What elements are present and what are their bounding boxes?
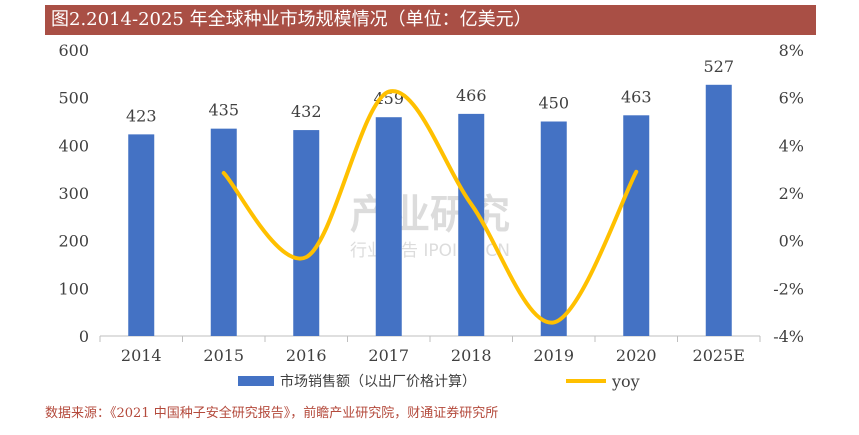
y-right-tick-label: 6% (779, 89, 804, 108)
y-right-tick-label: 0% (779, 232, 804, 251)
yoy-line (221, 89, 639, 325)
yoy-line-series (221, 89, 639, 325)
bar-value-label: 459 (373, 89, 404, 108)
chart-title: 图2.2014-2025 年全球种业市场规模情况（单位：亿美元） (51, 9, 532, 30)
legend: 市场销售额（以出厂价格计算） yoy (238, 372, 640, 391)
x-tick-label: 2017 (368, 346, 409, 365)
y-left-tick-label: 200 (58, 232, 89, 251)
x-tick-label: 2025E (693, 346, 745, 365)
bar-value-labels: 423 435 432 459 466 450 463 527 (126, 57, 734, 126)
bar-value-label: 463 (621, 87, 652, 106)
y-left-tick-label: 500 (58, 89, 89, 108)
y-right-tick-label: 4% (779, 136, 804, 155)
y-left-tick-label: 100 (58, 279, 89, 298)
y-left-tick-label: 600 (58, 41, 89, 60)
legend-line-label: yoy (611, 372, 640, 391)
source-note: 数据来源：《2021 中国种子安全研究报告》，前瞻产业研究院，财通证券研究所 (45, 406, 499, 421)
bar (293, 130, 320, 336)
bar (705, 84, 732, 337)
x-tick-label: 2015 (203, 346, 244, 365)
chart-axes: 0 100 200 300 400 500 600 -4% -2% 0% 2% 4% 6% 8% 2014 2… (58, 41, 804, 365)
x-tick-label: 2018 (451, 346, 492, 365)
bar (623, 115, 650, 336)
bar (540, 121, 567, 336)
bar (210, 128, 237, 336)
y-right-tick-label: -4% (773, 327, 804, 346)
y-right-tick-label: 2% (779, 184, 804, 203)
y-left-tick-label: 400 (58, 136, 89, 155)
x-tick-label: 2020 (616, 346, 657, 365)
watermark-sub-text: 行业报告 IPOIPO.CN (350, 241, 510, 261)
bar (375, 117, 402, 337)
bar-value-label: 450 (538, 94, 569, 113)
bar-value-label: 432 (291, 102, 322, 121)
bar-series (128, 84, 732, 337)
bar-value-label: 466 (456, 86, 487, 105)
bar-value-label: 423 (126, 106, 157, 125)
y-left-tick-label: 300 (58, 184, 89, 203)
bar (458, 113, 485, 336)
x-tick-label: 2016 (286, 346, 327, 365)
bar (128, 134, 155, 336)
legend-bar-swatch (238, 376, 274, 386)
y-right-tick-label: 8% (779, 41, 804, 60)
x-tick-label: 2019 (533, 346, 574, 365)
title-banner: 图2.2014-2025 年全球种业市场规模情况（单位：亿美元） (45, 5, 816, 35)
bar-value-label: 435 (208, 101, 239, 120)
y-right-tick-label: -2% (773, 279, 804, 298)
legend-bar-label: 市场销售额（以出厂价格计算） (280, 373, 476, 390)
bar-value-label: 527 (703, 57, 734, 76)
x-tick-label: 2014 (121, 346, 162, 365)
y-left-tick-label: 0 (79, 327, 89, 346)
